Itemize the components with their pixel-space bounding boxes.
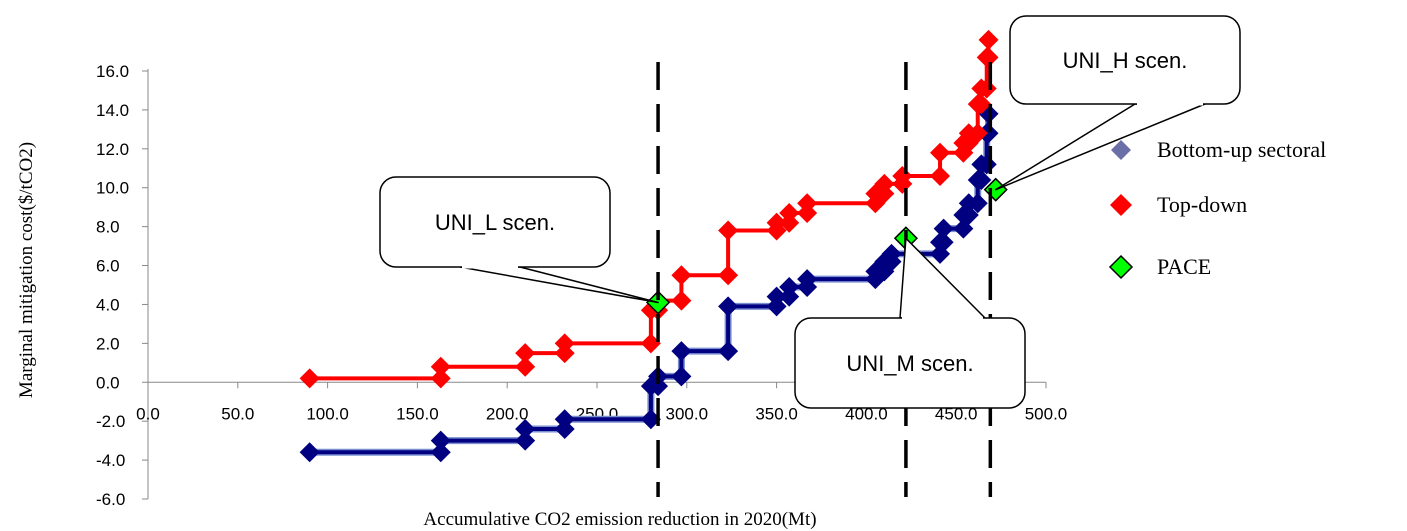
x-tick-label: 400.0	[845, 404, 888, 423]
callout-uni-l: UNI_L scen.	[379, 176, 659, 304]
data-point	[430, 368, 451, 389]
callout-pointer	[459, 266, 659, 304]
data-point	[554, 409, 575, 430]
data-point	[797, 193, 818, 214]
callout-uni-h: UNI_H scen.	[994, 15, 1241, 191]
callout-box	[1009, 15, 1241, 105]
data-point	[978, 47, 999, 68]
data-point	[515, 356, 536, 377]
x-tick-label: 100.0	[306, 404, 349, 423]
callout-label: UNI_H scen.	[1063, 48, 1188, 73]
data-point	[515, 343, 536, 364]
x-tick-label: 500.0	[1025, 404, 1068, 423]
y-tick-label: -4.0	[96, 451, 125, 470]
data-point	[971, 169, 992, 190]
callout-label: UNI_L scen.	[435, 210, 555, 235]
data-point	[779, 276, 800, 297]
data-point	[718, 341, 739, 362]
y-tick-label: 4.0	[96, 295, 120, 314]
y-tick-label: 0.0	[96, 373, 120, 392]
legend-marker	[1110, 194, 1132, 216]
y-tick-label: -6.0	[96, 490, 125, 509]
y-tick-label: 16.0	[96, 62, 129, 81]
y-tick-label: 12.0	[96, 140, 129, 159]
data-point	[958, 204, 979, 225]
data-point	[640, 409, 661, 430]
legend-label: Top-down	[1157, 192, 1247, 217]
data-point	[933, 232, 954, 253]
y-tick-label: 8.0	[96, 218, 120, 237]
legend-label: PACE	[1157, 254, 1211, 279]
data-point	[515, 418, 536, 439]
data-point	[430, 430, 451, 451]
x-tick-label: 300.0	[666, 404, 709, 423]
x-tick-label: 200.0	[486, 404, 529, 423]
data-point	[430, 442, 451, 463]
data-point	[671, 366, 692, 387]
data-point	[971, 94, 992, 115]
x-tick-label: 450.0	[935, 404, 978, 423]
legend-item: Bottom-up sectoral	[1111, 137, 1326, 162]
data-point	[930, 166, 951, 187]
data-point	[299, 442, 320, 463]
data-point	[299, 368, 320, 389]
chart-axes: -6.0 -4.0 -2.0 0.0 2.0 4.0 6.0 8.0 10.0 12.0 14.0 1…	[96, 62, 1067, 509]
legend: Bottom-up sectoral Top-down PACE	[1108, 137, 1326, 280]
x-tick-label: 50.0	[221, 404, 254, 423]
y-tick-label: -2.0	[96, 412, 125, 431]
data-point	[797, 269, 818, 290]
legend-item: PACE	[1108, 254, 1211, 280]
series-bottom-up-sectoral	[299, 103, 999, 463]
x-axis-title: Accumulative CO2 emission reduction in 2…	[423, 509, 816, 530]
y-tick-label: 14.0	[96, 101, 129, 120]
data-point	[671, 265, 692, 286]
data-point	[430, 356, 451, 377]
data-point	[671, 341, 692, 362]
series-top-down	[299, 29, 999, 389]
data-point	[978, 123, 999, 144]
data-point	[554, 333, 575, 354]
callout-label: UNI_M scen.	[846, 351, 973, 376]
data-point	[967, 193, 988, 214]
data-point	[881, 243, 902, 264]
legend-marker	[1111, 140, 1131, 160]
y-tick-label: 10.0	[96, 179, 129, 198]
legend-label: Bottom-up sectoral	[1157, 137, 1326, 162]
y-tick-label: 2.0	[96, 334, 120, 353]
data-point	[718, 265, 739, 286]
legend-marker	[1108, 254, 1134, 280]
callout-uni-m: UNI_M scen.	[794, 237, 1026, 409]
data-point	[718, 220, 739, 241]
data-point	[967, 123, 988, 144]
data-point	[718, 296, 739, 317]
data-point	[874, 173, 895, 194]
data-point	[766, 212, 787, 233]
data-point	[766, 286, 787, 307]
x-tick-label: 0.0	[136, 404, 160, 423]
y-axis-title: Marginal mitigation cost($/tCO2)	[16, 142, 37, 398]
data-point	[978, 29, 999, 50]
data-point	[933, 218, 954, 239]
data-point	[640, 333, 661, 354]
y-tick-label: 6.0	[96, 257, 120, 276]
series-layer	[299, 29, 1008, 463]
data-point	[779, 203, 800, 224]
legend-item: Top-down	[1110, 192, 1247, 217]
callout-layer: UNI_L scen. UNI_M scen. UNI_H scen.	[379, 15, 1241, 409]
data-point	[671, 290, 692, 311]
x-tick-label: 150.0	[396, 404, 439, 423]
data-point	[515, 430, 536, 451]
data-point	[930, 142, 951, 163]
x-tick-label: 350.0	[755, 404, 798, 423]
